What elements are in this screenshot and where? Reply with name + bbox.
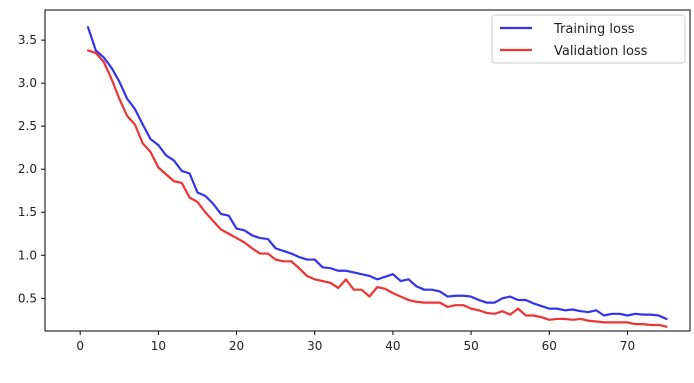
series-line-0	[86, 26, 668, 321]
legend-label-1: Validation loss	[554, 44, 648, 59]
x-tick-label: 70	[620, 339, 635, 353]
legend-box	[491, 14, 686, 64]
y-tick-label: 2.0	[18, 162, 37, 176]
plot-frame	[44, 9, 691, 332]
x-tick-label: 60	[542, 339, 557, 353]
legend-label-0: Training loss	[553, 22, 635, 37]
x-tick-label: 0	[76, 339, 84, 353]
x-tick-label: 50	[463, 339, 478, 353]
y-tick-label: 1.0	[18, 248, 37, 262]
y-axis: 0.5 1.0 1.5 2.0 2.5 3.0 3.5	[18, 33, 45, 305]
x-tick-label: 30	[307, 339, 322, 353]
legend: Training loss Validation loss	[491, 14, 686, 64]
y-tick-label: 1.5	[18, 205, 37, 219]
y-tick-label: 2.5	[18, 119, 37, 133]
y-tick-label: 3.5	[18, 33, 37, 47]
x-tick-label: 40	[385, 339, 400, 353]
x-tick-label: 10	[151, 339, 166, 353]
y-tick-label: 0.5	[18, 291, 37, 305]
series-line-1	[86, 49, 668, 328]
series-layer	[86, 26, 668, 328]
x-axis: 0 10 20 30 40 50 60 70	[76, 331, 635, 353]
x-tick-label: 20	[229, 339, 244, 353]
y-tick-label: 3.0	[18, 76, 37, 90]
